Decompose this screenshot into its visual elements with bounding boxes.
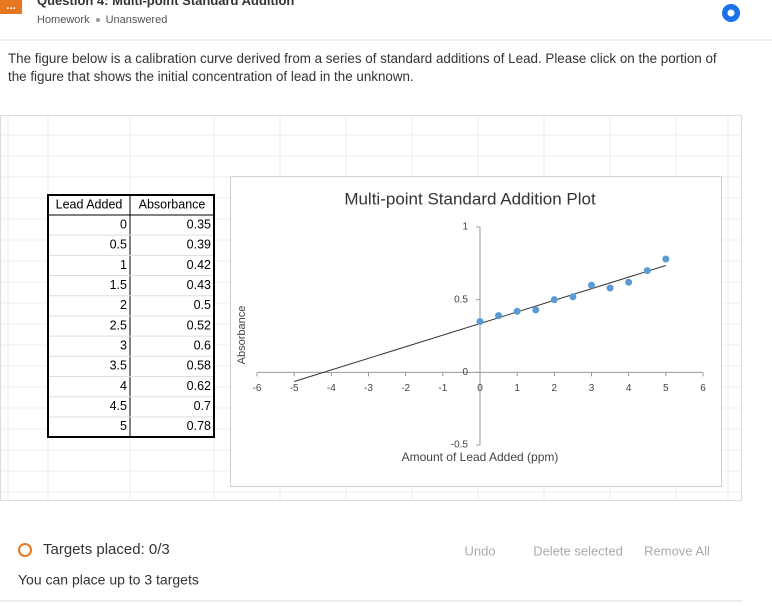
table-cell: 0.6 <box>194 338 211 352</box>
x-tick-label: -3 <box>364 383 373 394</box>
x-axis-label: Amount of Lead Added (ppm) <box>402 450 559 464</box>
data-point <box>569 293 577 301</box>
y-tick-label: -0.5 <box>451 440 469 451</box>
table-cell: 0.62 <box>187 379 211 393</box>
x-tick-label: -5 <box>290 383 299 394</box>
y-axis-label: Absorbance <box>236 306 248 365</box>
undo-button[interactable]: Undo <box>464 543 495 558</box>
table-cell: 4.5 <box>110 399 127 413</box>
table-cell: 0.39 <box>187 238 211 252</box>
badge-text: ... <box>6 0 15 12</box>
data-point <box>643 267 651 275</box>
table-cell: 0.35 <box>187 217 211 231</box>
table-cell: 3 <box>120 338 127 352</box>
chart-title: Multi-point Standard Addition Plot <box>344 189 596 208</box>
target-limit: You can place up to 3 targets <box>18 572 199 588</box>
table-cell: 0.5 <box>110 238 127 252</box>
bookmark-icon-center <box>727 9 735 17</box>
x-tick-label: -6 <box>253 383 262 394</box>
table-cell: 3.5 <box>110 359 127 373</box>
table-cell: 0 <box>120 217 127 231</box>
x-tick-label: 6 <box>700 383 706 394</box>
data-point <box>532 306 540 314</box>
data-point <box>606 284 614 292</box>
x-tick-label: -4 <box>327 383 336 394</box>
table-cell: 4 <box>120 379 127 393</box>
y-tick-label: 0.5 <box>454 294 468 305</box>
x-tick-label: 1 <box>514 383 520 394</box>
table-cell: 5 <box>120 419 127 433</box>
table-cell: 0.7 <box>194 399 211 413</box>
separator <box>95 18 100 22</box>
data-point <box>476 317 484 325</box>
table-cell: 1 <box>120 258 127 272</box>
x-tick-label: 5 <box>663 383 669 394</box>
table-cell: 2 <box>120 298 127 312</box>
badge <box>0 0 22 14</box>
table-cell: 1.5 <box>110 278 127 292</box>
target-icon <box>18 543 32 557</box>
data-point <box>550 296 558 304</box>
question-title: Question 4: Multi-point Standard Additio… <box>37 0 295 8</box>
prompt: The figure below is a calibration curve … <box>8 51 717 84</box>
table-cell: 0.52 <box>187 318 211 332</box>
y-tick-label: 0 <box>462 367 468 378</box>
table-header: Lead Added <box>56 197 123 211</box>
x-tick-label: 3 <box>589 383 595 394</box>
data-point <box>495 312 503 320</box>
x-tick-label: -1 <box>438 383 447 394</box>
delete-button[interactable]: Delete selected <box>533 543 623 558</box>
table-header: Absorbance <box>139 197 206 211</box>
x-tick-label: 4 <box>626 383 632 394</box>
table-cell: 0.5 <box>194 298 211 312</box>
x-tick-label: 0 <box>477 383 483 394</box>
question-meta: Homework Unanswered <box>37 14 167 26</box>
table-cell: 0.58 <box>187 359 211 373</box>
data-point <box>625 278 633 286</box>
x-tick-label: 2 <box>552 383 558 394</box>
table-cell: 2.5 <box>110 318 127 332</box>
data-point <box>662 255 670 263</box>
remove-all-button[interactable]: Remove All <box>644 543 710 558</box>
data-point <box>588 281 595 289</box>
category: Homework <box>37 14 90 26</box>
table-cell: 0.78 <box>187 419 211 433</box>
table-cell: 0.43 <box>187 278 211 292</box>
figure[interactable]: Lead Added Absorbance 0 0.35 0.5 0.39 1 0.42 1.5… <box>0 115 742 501</box>
x-tick-label: -2 <box>401 383 410 394</box>
y-tick-label: 1 <box>462 222 468 233</box>
table-cell: 0.42 <box>187 258 211 272</box>
status: Unanswered <box>105 14 168 26</box>
chart-frame <box>230 176 722 487</box>
data-point <box>513 307 521 315</box>
targets-placed: Targets placed: 0/3 <box>43 541 170 558</box>
